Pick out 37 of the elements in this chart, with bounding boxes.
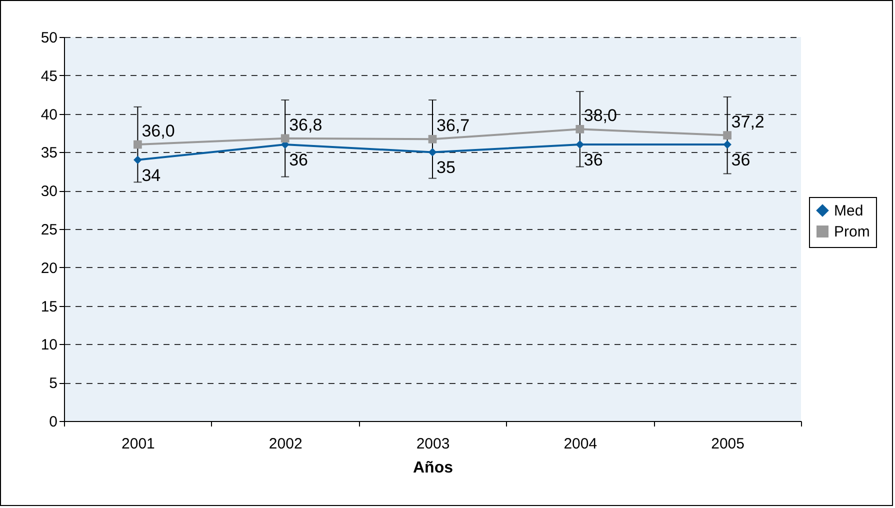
data-label: 36 [584, 150, 603, 170]
point [134, 140, 142, 149]
legend-label: Prom [834, 224, 870, 240]
y-tick-label: 5 [49, 375, 58, 392]
data-label: 35 [436, 158, 456, 178]
y-tick-label: 20 [40, 260, 58, 277]
legend-label: Med [834, 202, 864, 220]
data-label: 36,7 [436, 116, 470, 136]
data-label: 36 [731, 150, 750, 170]
data-label: 34 [142, 166, 161, 185]
y-tick-label: 50 [40, 30, 58, 46]
y-tick-label: 0 [49, 414, 58, 430]
point [428, 134, 437, 144]
point [280, 134, 290, 143]
y-tick-label: 45 [40, 68, 58, 85]
data-label: 36 [289, 150, 308, 170]
data-label: 38,0 [584, 106, 617, 126]
y-tick-label: 25 [40, 222, 58, 238]
x-tick-label: 2001 [122, 436, 155, 452]
point [428, 148, 437, 156]
y-tick-label: 30 [40, 183, 58, 200]
y-tick-label: 10 [40, 336, 58, 354]
point [723, 131, 732, 140]
point [723, 140, 732, 149]
point [576, 124, 584, 134]
y-tick-label: 15 [40, 298, 58, 316]
point [134, 156, 142, 164]
data-label: 36,8 [289, 115, 322, 134]
x-tick-label: 2002 [268, 436, 302, 452]
x-tick-label: 2004 [564, 436, 598, 452]
x-tick-label: 2003 [416, 436, 450, 452]
x-tick-label: 2005 [711, 436, 744, 452]
data-label: 36,0 [142, 122, 175, 141]
y-tick-label: 35 [40, 144, 58, 162]
y-tick-label: 40 [40, 106, 58, 124]
data-label: 37,2 [731, 112, 764, 132]
x-axis-title: Años [413, 460, 454, 476]
